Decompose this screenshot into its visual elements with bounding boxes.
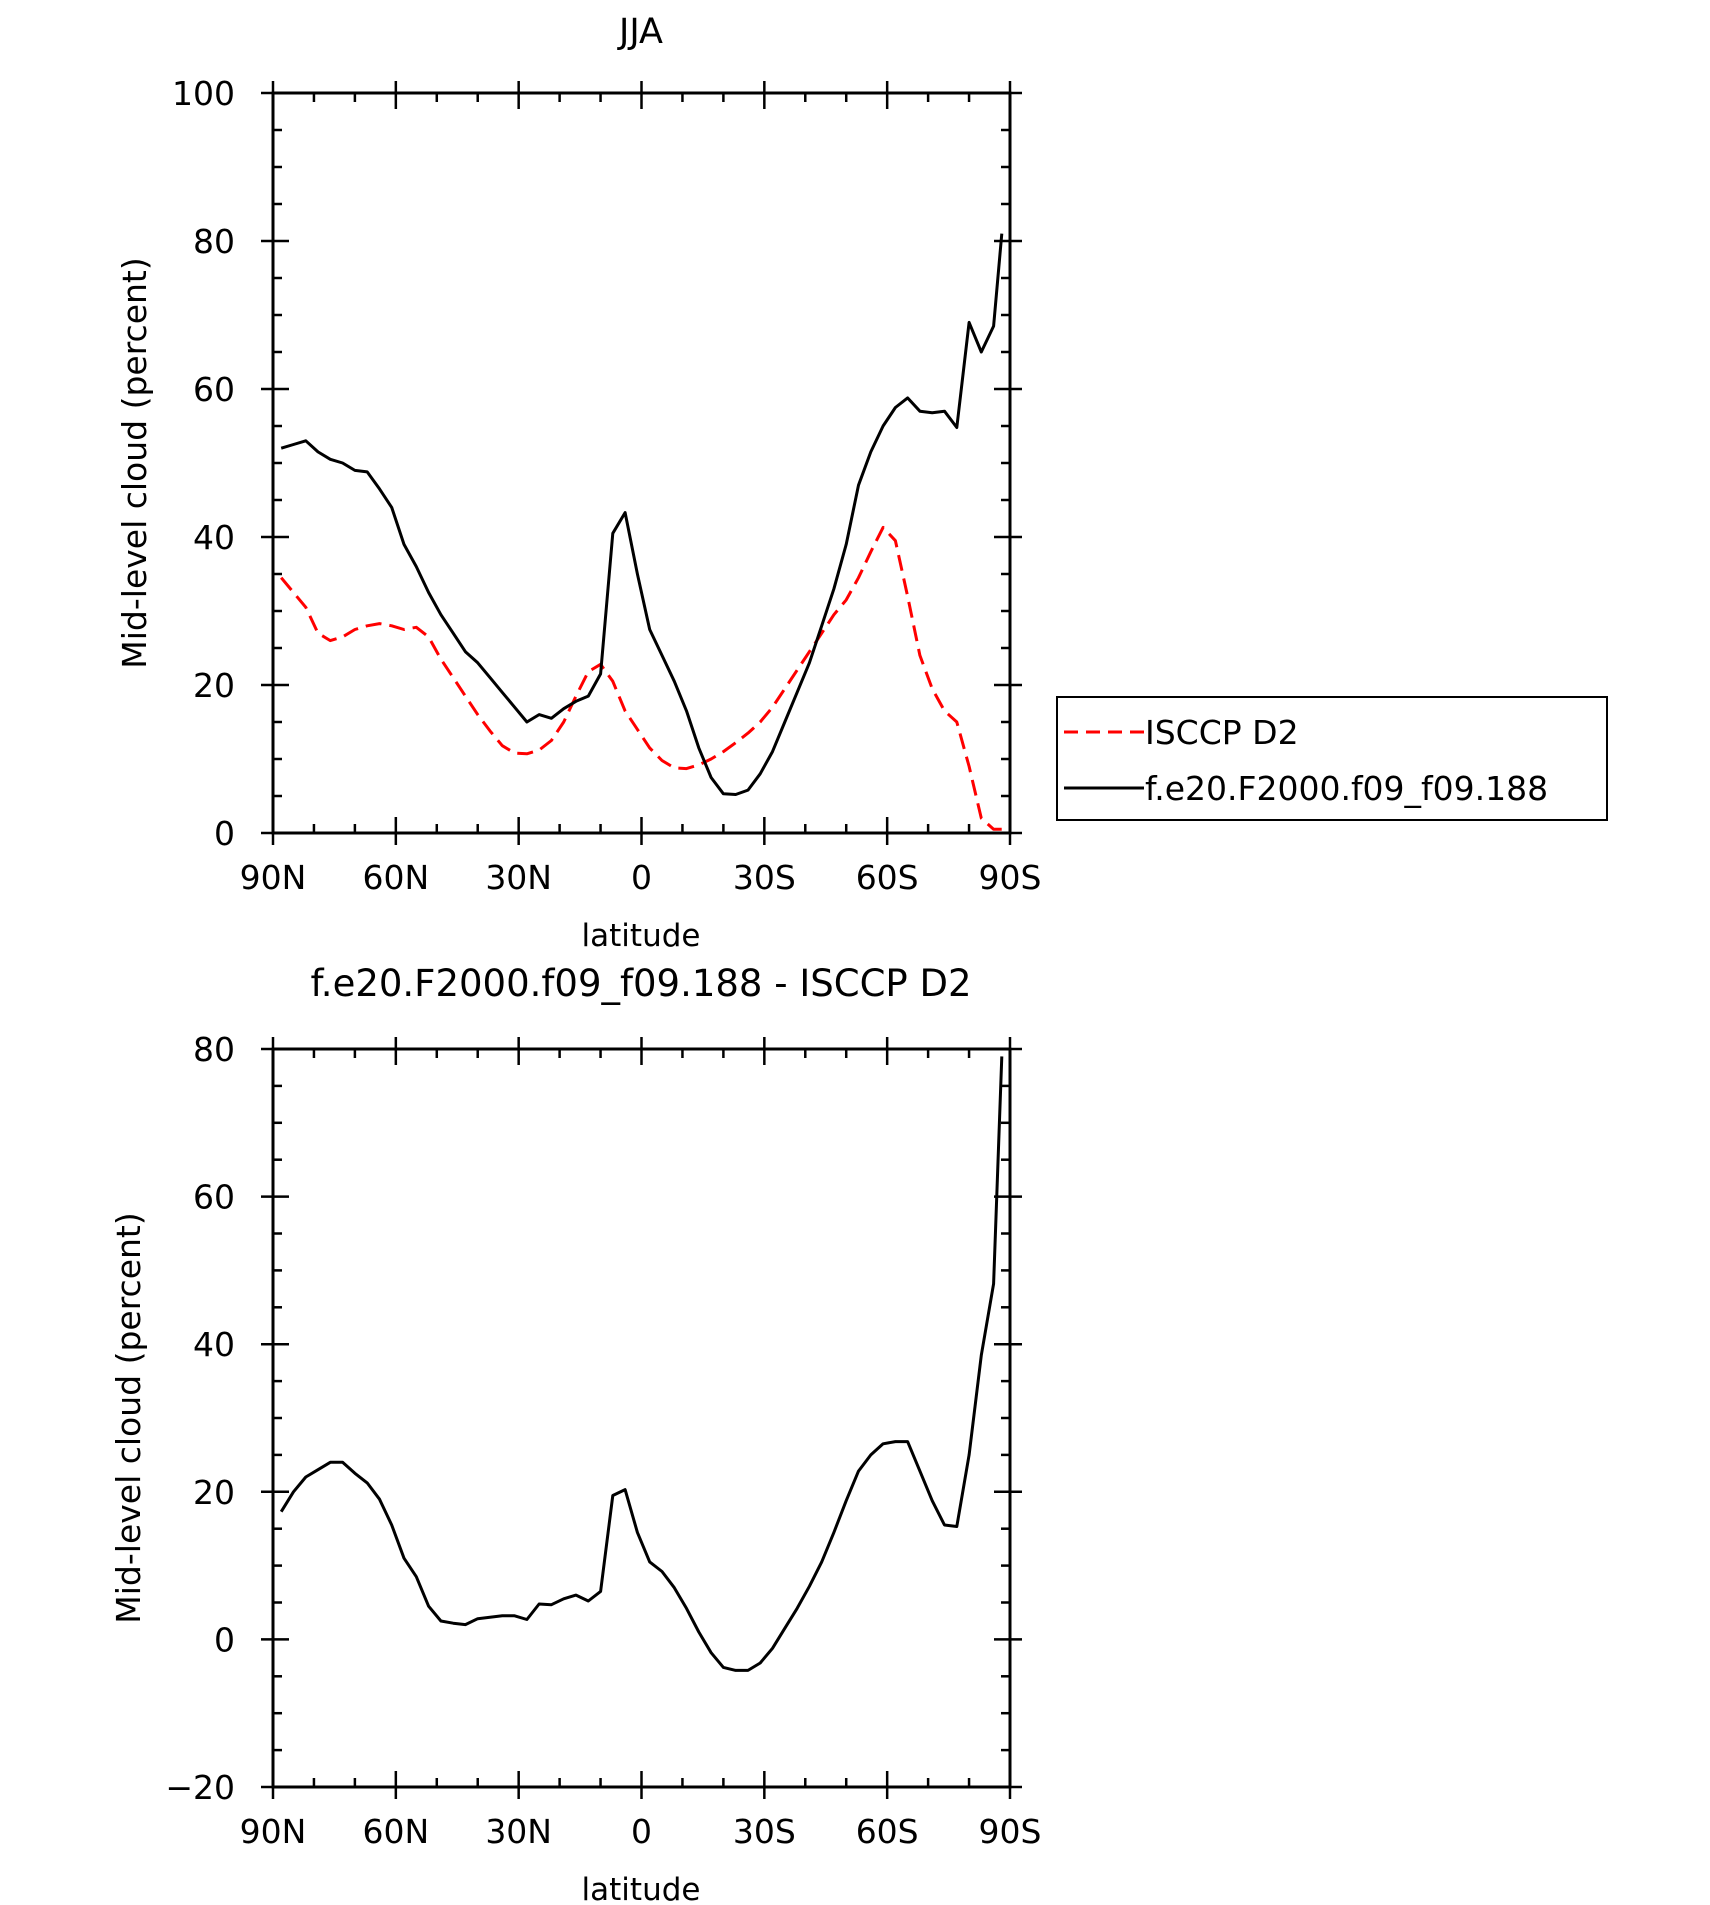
x-tick-label: 90N: [240, 1812, 307, 1851]
x-tick-label: 90S: [979, 1812, 1042, 1851]
top-chart-title: JJA: [617, 12, 663, 52]
top-axis-ticks: [261, 81, 1022, 845]
legend-label-isccp: ISCCP D2: [1145, 713, 1299, 752]
bottom-y-axis-label: Mid-level cloud (percent): [109, 1212, 148, 1623]
series-line-f-e20-f2000-f09-f09-188: [280, 233, 1004, 796]
legend-label-model: f.e20.F2000.f09_f09.188: [1145, 769, 1548, 808]
top-plot-frame: [271, 91, 1012, 835]
bottom-plot-frame: [271, 1047, 1012, 1789]
top-x-axis-label: latitude: [582, 918, 701, 954]
top-panel: JJA 0 20 40 60 80 100 90N 60N 30N 0 30S 60S 90S Mid…: [115, 12, 1608, 954]
bottom-panel: f.e20.F2000.f09_f09.188 - ISCCP D2 −20 0 2…: [109, 962, 1041, 1905]
top-y-axis-label: Mid-level cloud (percent): [115, 257, 154, 668]
series-line-difference: [279, 1056, 1004, 1672]
x-tick-label: 60N: [362, 1812, 429, 1851]
y-tick-label: 40: [193, 518, 235, 557]
bottom-x-tick-labels: 90N 60N 30N 0 30S 60S 90S: [240, 1812, 1042, 1851]
legend-box: [1056, 696, 1608, 821]
y-tick-label: 80: [193, 222, 235, 261]
y-tick-label: 0: [214, 1620, 235, 1659]
x-tick-label: 0: [631, 1812, 652, 1851]
x-tick-label: 0: [631, 858, 652, 897]
y-tick-label: 0: [214, 814, 235, 853]
x-tick-label: 30S: [733, 1812, 796, 1851]
x-tick-label: 30S: [733, 858, 796, 897]
y-tick-label: 60: [193, 370, 235, 409]
bottom-axis-ticks: [261, 1037, 1022, 1799]
x-tick-label: 60N: [362, 858, 429, 897]
y-tick-label: −20: [165, 1768, 235, 1807]
top-x-tick-labels: 90N 60N 30N 0 30S 60S 90S: [240, 858, 1042, 897]
y-tick-label: 40: [193, 1325, 235, 1364]
x-tick-label: 60S: [856, 858, 919, 897]
top-series-group: [280, 233, 1004, 831]
x-tick-label: 60S: [856, 1812, 919, 1851]
x-tick-label: 30N: [485, 858, 552, 897]
x-tick-label: 30N: [485, 1812, 552, 1851]
series-line-isccp-d2: [280, 525, 1002, 831]
bottom-series-group: [279, 1056, 1004, 1672]
y-tick-label: 60: [193, 1178, 235, 1217]
bottom-chart-title: f.e20.F2000.f09_f09.188 - ISCCP D2: [310, 962, 971, 1005]
y-tick-label: 80: [193, 1030, 235, 1069]
x-tick-label: 90N: [240, 858, 307, 897]
top-y-tick-labels: 0 20 40 60 80 100: [172, 74, 235, 853]
legend: ISCCP D2 f.e20.F2000.f09_f09.188: [1056, 696, 1608, 821]
bottom-x-axis-label: latitude: [582, 1872, 701, 1905]
x-tick-label: 90S: [979, 858, 1042, 897]
y-tick-label: 100: [172, 74, 235, 113]
y-tick-label: 20: [193, 666, 235, 705]
y-tick-label: 20: [193, 1473, 235, 1512]
bottom-y-tick-labels: −20 0 20 40 60 80: [165, 1030, 235, 1807]
